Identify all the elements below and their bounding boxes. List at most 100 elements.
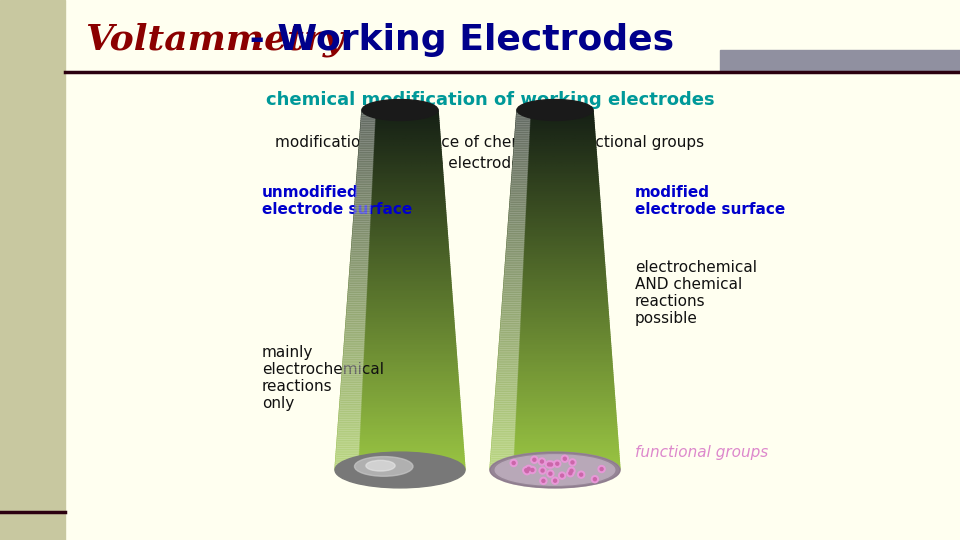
Text: functional groups: functional groups bbox=[635, 445, 768, 460]
Circle shape bbox=[541, 469, 544, 472]
Polygon shape bbox=[340, 402, 361, 403]
Polygon shape bbox=[346, 321, 454, 322]
Polygon shape bbox=[349, 270, 368, 272]
Polygon shape bbox=[492, 432, 515, 434]
Polygon shape bbox=[359, 150, 441, 151]
Polygon shape bbox=[353, 225, 446, 227]
Polygon shape bbox=[344, 353, 456, 355]
Polygon shape bbox=[496, 378, 613, 380]
Polygon shape bbox=[346, 326, 454, 328]
Ellipse shape bbox=[490, 452, 620, 488]
Polygon shape bbox=[497, 376, 613, 378]
Polygon shape bbox=[358, 159, 372, 160]
Polygon shape bbox=[340, 398, 460, 400]
Polygon shape bbox=[506, 254, 604, 256]
Polygon shape bbox=[343, 364, 457, 366]
Polygon shape bbox=[503, 294, 607, 295]
Polygon shape bbox=[359, 144, 441, 146]
Polygon shape bbox=[508, 225, 525, 227]
Ellipse shape bbox=[495, 455, 614, 485]
Polygon shape bbox=[343, 367, 457, 369]
Polygon shape bbox=[336, 452, 464, 454]
Polygon shape bbox=[348, 305, 453, 306]
Circle shape bbox=[556, 462, 559, 465]
Polygon shape bbox=[351, 245, 448, 247]
Polygon shape bbox=[503, 297, 607, 299]
Polygon shape bbox=[500, 335, 519, 337]
Polygon shape bbox=[508, 231, 602, 232]
Circle shape bbox=[549, 472, 552, 475]
Polygon shape bbox=[341, 396, 361, 398]
Polygon shape bbox=[353, 220, 370, 221]
Polygon shape bbox=[492, 450, 618, 452]
Polygon shape bbox=[351, 254, 449, 256]
Polygon shape bbox=[360, 132, 440, 133]
Text: mainly: mainly bbox=[262, 345, 313, 360]
Polygon shape bbox=[349, 272, 368, 274]
Polygon shape bbox=[361, 124, 440, 126]
Polygon shape bbox=[516, 117, 593, 119]
Polygon shape bbox=[511, 197, 600, 198]
Polygon shape bbox=[493, 421, 516, 423]
Polygon shape bbox=[514, 153, 596, 155]
Polygon shape bbox=[337, 441, 359, 443]
Polygon shape bbox=[343, 369, 363, 371]
Polygon shape bbox=[345, 344, 364, 346]
Polygon shape bbox=[349, 278, 450, 279]
Polygon shape bbox=[341, 393, 459, 394]
Polygon shape bbox=[337, 447, 359, 448]
Polygon shape bbox=[516, 113, 530, 116]
Polygon shape bbox=[356, 191, 372, 193]
Polygon shape bbox=[500, 332, 519, 333]
Polygon shape bbox=[347, 310, 453, 312]
Polygon shape bbox=[347, 312, 366, 313]
Polygon shape bbox=[491, 459, 514, 461]
Polygon shape bbox=[357, 171, 372, 173]
Polygon shape bbox=[351, 245, 369, 247]
Polygon shape bbox=[509, 224, 525, 225]
Polygon shape bbox=[355, 198, 371, 200]
Polygon shape bbox=[507, 245, 524, 247]
Polygon shape bbox=[506, 261, 605, 263]
Polygon shape bbox=[339, 421, 360, 423]
Polygon shape bbox=[497, 369, 517, 371]
Polygon shape bbox=[350, 261, 449, 263]
Polygon shape bbox=[506, 251, 523, 252]
Polygon shape bbox=[495, 391, 614, 393]
Polygon shape bbox=[496, 378, 517, 380]
Polygon shape bbox=[335, 464, 358, 467]
Polygon shape bbox=[340, 403, 361, 405]
Polygon shape bbox=[348, 299, 452, 301]
Polygon shape bbox=[346, 333, 455, 335]
Polygon shape bbox=[353, 224, 370, 225]
Polygon shape bbox=[343, 371, 458, 373]
Polygon shape bbox=[500, 337, 611, 339]
Polygon shape bbox=[355, 204, 371, 205]
Polygon shape bbox=[353, 227, 447, 229]
Polygon shape bbox=[361, 123, 374, 124]
Polygon shape bbox=[341, 394, 460, 396]
Polygon shape bbox=[512, 182, 598, 184]
Polygon shape bbox=[492, 448, 618, 450]
Circle shape bbox=[580, 473, 583, 476]
Polygon shape bbox=[514, 150, 596, 151]
Polygon shape bbox=[355, 204, 445, 205]
Polygon shape bbox=[346, 329, 365, 332]
Polygon shape bbox=[513, 162, 597, 164]
Polygon shape bbox=[491, 464, 513, 467]
Polygon shape bbox=[356, 182, 444, 184]
Polygon shape bbox=[516, 132, 595, 133]
Polygon shape bbox=[515, 143, 595, 144]
Polygon shape bbox=[499, 348, 518, 349]
Polygon shape bbox=[516, 128, 594, 130]
Polygon shape bbox=[350, 259, 449, 261]
Polygon shape bbox=[348, 292, 452, 294]
Polygon shape bbox=[354, 213, 445, 214]
Polygon shape bbox=[340, 402, 460, 403]
Polygon shape bbox=[338, 429, 462, 430]
Polygon shape bbox=[361, 117, 439, 119]
Polygon shape bbox=[361, 124, 374, 126]
Polygon shape bbox=[490, 468, 513, 470]
Polygon shape bbox=[360, 137, 374, 139]
Polygon shape bbox=[502, 313, 520, 315]
